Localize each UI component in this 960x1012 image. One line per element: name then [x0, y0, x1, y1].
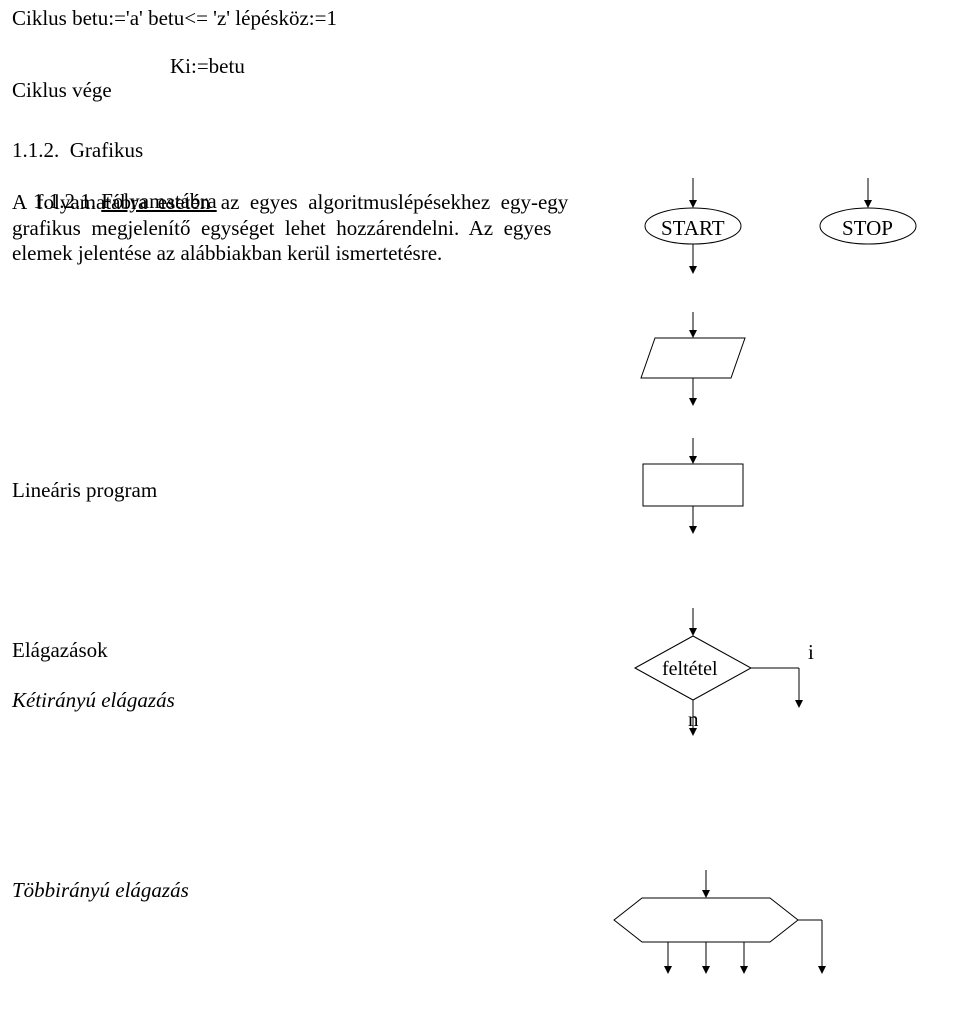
io-parallelogram-group — [633, 312, 753, 432]
paragraph-line-2: grafikus megjelenítő egységet lehet hozz… — [12, 216, 551, 241]
process-rect-group — [633, 438, 753, 558]
multiway-hexagon-group — [600, 870, 840, 1010]
section-tobbiranyu: Többirányú elágazás — [12, 878, 189, 903]
section-ketiranyu: Kétirányú elágazás — [12, 688, 175, 713]
section-elagazasok: Elágazások — [12, 638, 108, 663]
decision-no-label: n — [688, 707, 699, 732]
paragraph-line-1: A folyamatábra esetén az egyes algoritmu… — [12, 190, 568, 215]
decision-label: feltétel — [662, 658, 718, 681]
page: Ciklus betu:='a' betu<= 'z' lépésköz:=1 … — [0, 0, 960, 1012]
decision-diamond-group — [595, 608, 825, 758]
code-line-2: Ki:=betu — [170, 54, 245, 79]
heading-grafikus: 1.1.2. Grafikus — [12, 138, 143, 163]
code-line-3: Ciklus vége — [12, 78, 112, 103]
start-label: START — [661, 216, 725, 241]
paragraph-line-3: elemek jelentése az alábbiakban kerül is… — [12, 241, 442, 266]
section-linearis: Lineáris program — [12, 478, 157, 503]
code-line-1: Ciklus betu:='a' betu<= 'z' lépésköz:=1 — [12, 6, 337, 31]
stop-label: STOP — [842, 216, 893, 241]
decision-yes-label: i — [808, 640, 814, 665]
